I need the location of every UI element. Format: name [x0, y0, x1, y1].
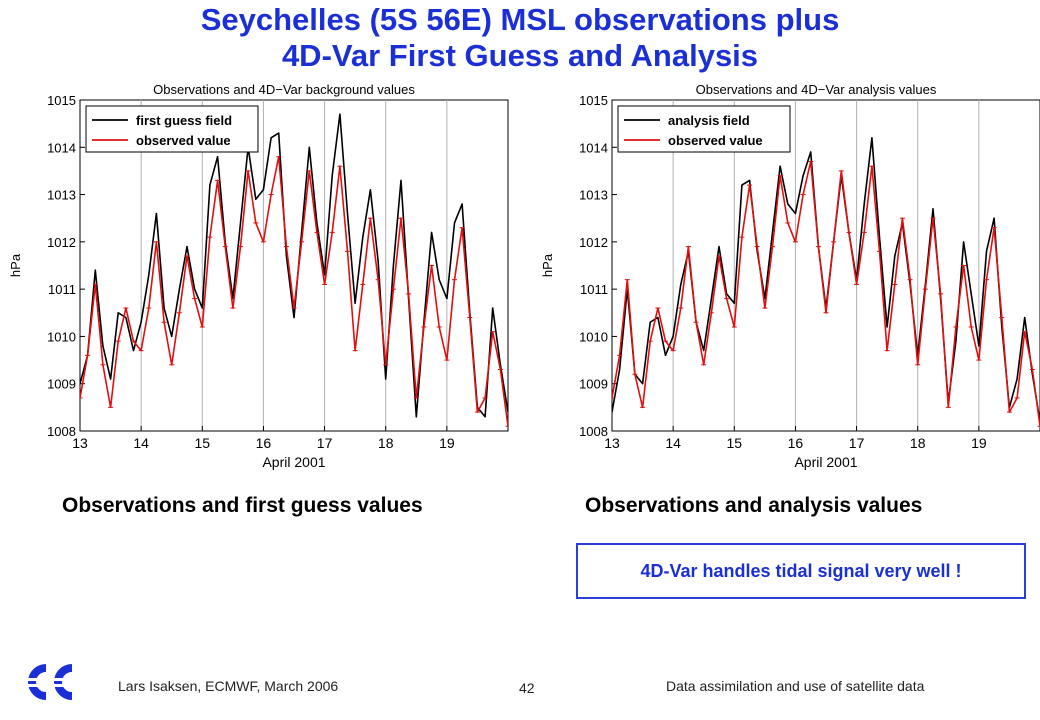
analysis-chart: 13 14 15 16 17 18 19 1008 1009 1010 1011 1012 1013 10…: [540, 82, 1040, 470]
y-tick-label: 1009: [579, 377, 608, 392]
y-tick-label: 1015: [47, 93, 76, 108]
x-tick-label: 14: [133, 435, 149, 451]
slide-title: Seychelles (5S 56E) MSL observations plu…: [0, 2, 1040, 74]
x-tick-label: 17: [849, 435, 865, 451]
x-tick-label: 14: [665, 435, 681, 451]
legend-entry: observed value: [136, 133, 231, 148]
x-tick-label: 15: [194, 435, 210, 451]
x-tick-label: 19: [971, 435, 987, 451]
chart-title: Observations and 4D−Var background value…: [153, 82, 415, 97]
series-group: [612, 136, 1040, 427]
x-tick-label: 18: [910, 435, 926, 451]
y-tick-label: 1010: [47, 329, 76, 344]
y-tick-label: 1008: [47, 424, 76, 439]
y-tick-label: 1011: [48, 282, 76, 297]
legend-entry: first guess field: [136, 113, 232, 128]
legend-box: [617, 105, 791, 153]
y-tick-label: 1011: [580, 282, 608, 297]
y-tick-label: 1014: [47, 140, 76, 155]
y-tick-label: 1013: [47, 188, 76, 203]
chart-title: Observations and 4D−Var analysis values: [696, 82, 937, 97]
y-axis-label: hPa: [540, 253, 555, 277]
x-tick-label: 17: [317, 435, 333, 451]
first-guess-chart: 13 14 15 16 17 18 19 1008 1009 1010 1011 1012 1013 10…: [8, 82, 509, 470]
ecmwf-logo-icon: [24, 664, 74, 700]
analysis-caption: Observations and analysis values: [585, 494, 923, 517]
slide-title-line-1: Seychelles (5S 56E) MSL observations plu…: [200, 2, 840, 37]
y-axis-label: hPa: [8, 253, 23, 277]
y-tick-label: 1014: [579, 140, 608, 155]
plot-frame: [611, 99, 1040, 432]
x-tick-label: 13: [72, 435, 88, 451]
x-axis-label: April 2001: [794, 454, 857, 470]
series-group: [80, 113, 508, 427]
x-tick-label: 16: [256, 435, 272, 451]
legend-box: [85, 105, 259, 153]
x-tick-label: 16: [788, 435, 804, 451]
x-axis-label: April 2001: [262, 454, 325, 470]
y-tick-label: 1015: [579, 93, 608, 108]
y-tick-label: 1012: [47, 235, 76, 250]
tidal-signal-callout: 4D-Var handles tidal signal very well !: [576, 543, 1026, 599]
legend-entry: observed value: [668, 133, 763, 148]
y-tick-label: 1013: [579, 188, 608, 203]
y-tick-label: 1012: [579, 235, 608, 250]
y-tick-label: 1009: [47, 377, 76, 392]
x-tick-label: 19: [439, 435, 455, 451]
series-line-model: [80, 113, 508, 418]
slide-title-line-2: 4D-Var First Guess and Analysis: [281, 38, 759, 73]
x-tick-label: 13: [604, 435, 620, 451]
first-guess-caption: Observations and first guess values: [62, 494, 423, 517]
y-tick-label: 1010: [579, 329, 608, 344]
footer-page-number: 42: [519, 680, 535, 696]
x-tick-label: 15: [726, 435, 742, 451]
legend-entry: analysis field: [668, 113, 750, 128]
y-tick-label: 1008: [579, 424, 608, 439]
x-tick-label: 18: [378, 435, 394, 451]
footer-course: Data assimilation and use of satellite d…: [666, 678, 925, 694]
footer-author: Lars Isaksen, ECMWF, March 2006: [118, 678, 339, 694]
